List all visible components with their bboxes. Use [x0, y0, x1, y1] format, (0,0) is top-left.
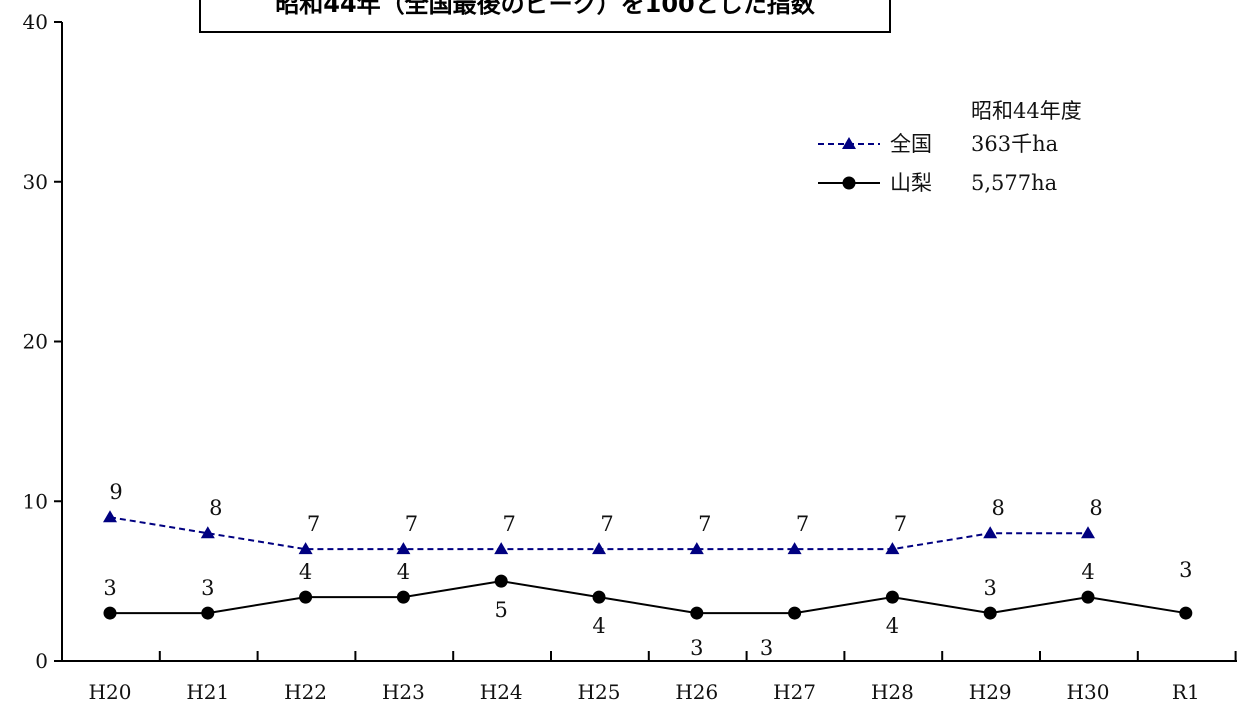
- data-label-yamanashi: 3: [103, 576, 116, 600]
- data-label-yamanashi: 4: [592, 614, 605, 638]
- data-label-national: 7: [307, 512, 320, 536]
- data-point-national: [689, 542, 704, 555]
- data-labels: 9 8 7 7 7 7 7 7 7 8 8 3 3 4 4 5 4 3 3 4 3 4 3: [103, 480, 1192, 660]
- data-point-national: [298, 542, 313, 555]
- data-point-yamanashi: [983, 606, 997, 620]
- data-point-yamanashi: [1179, 606, 1193, 620]
- data-point-national: [787, 542, 802, 555]
- x-axis-ticks: H20 H21 H22 H23 H24 H25 H26 H27 H28 H29 H30 R1: [61, 651, 1237, 704]
- data-point-yamanashi: [299, 590, 313, 604]
- x-tick-label: H24: [480, 680, 523, 704]
- data-label-national: 7: [503, 512, 516, 536]
- x-tick-label: H30: [1067, 680, 1110, 704]
- data-label-national: 9: [109, 480, 122, 504]
- data-point-yamanashi: [592, 590, 606, 604]
- data-label-yamanashi: 4: [1081, 560, 1094, 584]
- legend-label-national: 全国: [890, 132, 932, 156]
- data-label-national: 7: [698, 512, 711, 536]
- data-label-yamanashi: 3: [984, 576, 997, 600]
- x-tick-label: H21: [186, 680, 229, 704]
- data-point-national: [885, 542, 900, 555]
- x-tick-label: H25: [578, 680, 621, 704]
- data-label-yamanashi: 4: [886, 614, 899, 638]
- data-point-yamanashi: [1081, 590, 1095, 604]
- x-tick-label: H28: [871, 680, 914, 704]
- data-point-yamanashi: [885, 590, 899, 604]
- data-label-yamanashi: 3: [760, 636, 773, 660]
- y-axis-ticks: 0 10 20 30 40: [23, 10, 62, 673]
- legend-marker-yamanashi: [842, 176, 856, 190]
- chart-title-box: [199, 0, 891, 33]
- y-tick-label: 10: [23, 489, 48, 513]
- data-point-yamanashi: [690, 606, 704, 620]
- x-tick-label: H20: [89, 680, 132, 704]
- data-point-yamanashi: [396, 590, 410, 604]
- series-line-yamanashi: [110, 580, 1186, 615]
- data-point-national: [494, 542, 509, 555]
- data-label-yamanashi: 4: [299, 560, 312, 584]
- data-label-national: 7: [405, 512, 418, 536]
- x-tick-label: H22: [284, 680, 327, 704]
- data-label-national: 7: [796, 512, 809, 536]
- data-point-yamanashi: [788, 606, 802, 620]
- data-label-national: 8: [992, 496, 1005, 520]
- data-point-national: [200, 526, 215, 539]
- data-point-yamanashi: [201, 606, 215, 620]
- data-label-national: 8: [209, 496, 222, 520]
- x-tick-label: R1: [1172, 680, 1200, 704]
- data-label-yamanashi: 3: [201, 576, 214, 600]
- data-label-yamanashi: 5: [495, 598, 508, 622]
- data-label-yamanashi: 4: [397, 560, 410, 584]
- y-tick-label: 40: [23, 10, 48, 34]
- data-point-national: [396, 542, 411, 555]
- chart-title: 昭和44年（全国最後のピーク）を100とした指数: [275, 0, 815, 18]
- data-label-national: 8: [1089, 496, 1102, 520]
- data-point-national: [592, 542, 606, 555]
- series-layer: [103, 510, 1193, 620]
- y-tick-label: 0: [35, 649, 48, 673]
- data-point-yamanashi: [494, 574, 508, 588]
- data-point-national: [983, 526, 998, 539]
- legend-header: 昭和44年度: [971, 99, 1082, 123]
- y-tick-label: 30: [23, 170, 48, 194]
- data-point-national: [103, 510, 117, 523]
- x-tick-label: H27: [773, 680, 816, 704]
- y-tick-label: 20: [23, 330, 48, 354]
- legend-marker-national: [842, 137, 856, 149]
- legend: 昭和44年度 全国 363千ha 山梨 5,577ha: [818, 99, 1082, 195]
- data-label-yamanashi: 3: [690, 636, 703, 660]
- data-point-yamanashi: [103, 606, 117, 620]
- x-tick-label: H29: [969, 680, 1012, 704]
- data-point-national: [1081, 526, 1095, 539]
- data-label-national: 7: [600, 512, 613, 536]
- legend-base-yamanashi: 5,577ha: [971, 171, 1057, 195]
- data-label-yamanashi: 3: [1179, 558, 1192, 582]
- legend-base-national: 363千ha: [971, 132, 1058, 156]
- data-label-national: 7: [894, 512, 907, 536]
- x-tick-label: H26: [675, 680, 718, 704]
- legend-label-yamanashi: 山梨: [890, 171, 932, 195]
- x-tick-label: H23: [382, 680, 425, 704]
